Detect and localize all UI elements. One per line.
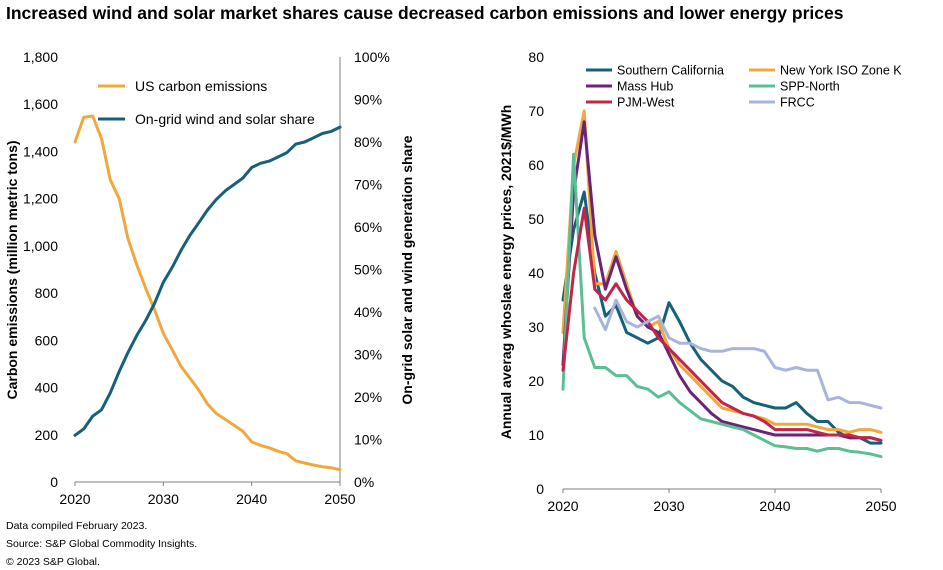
left-y2-tick-label: 60%: [354, 219, 382, 235]
left-y-tick-label: 200: [35, 427, 59, 443]
left-y-tick-label: 1,600: [23, 96, 58, 112]
series-line-new-york-iso-zone-k: [561, 109, 883, 434]
right-y-tick-label: 70: [528, 103, 544, 119]
left-y2-tick-label: 0%: [354, 474, 374, 490]
series-line-southern-california: [561, 190, 883, 445]
left-y-tick-label: 600: [35, 332, 59, 348]
left-y-tick-label: 1,400: [23, 143, 58, 159]
series-line-spp-north: [561, 152, 883, 459]
right-y-tick-label: 50: [528, 211, 544, 227]
legend-label-southern-california: Southern California: [617, 64, 724, 78]
left-x-tick-label: 2030: [148, 491, 179, 507]
left-y2-tick-label: 80%: [354, 134, 382, 150]
right-y-tick-label: 80: [528, 49, 544, 65]
left-y2-axis-title: On-grid solar and wind generation share: [399, 135, 415, 404]
left-y-tick-label: 1,200: [23, 191, 58, 207]
footer-line-1: Data compiled February 2023.: [6, 520, 148, 532]
left-y-tick-label: 400: [35, 380, 59, 396]
left-y2-tick-label: 90%: [354, 92, 382, 108]
series-line-pjm-west: [561, 206, 883, 442]
legend-label-new-york-iso-zone-k: New York ISO Zone K: [780, 64, 902, 78]
left-y2-tick-label: 30%: [354, 347, 382, 363]
right-y-tick-label: 30: [528, 319, 544, 335]
right-y-tick-label: 40: [528, 265, 544, 281]
left-y2-tick-label: 10%: [354, 432, 382, 448]
left-y-tick-label: 0: [50, 474, 58, 490]
left-y-axis-title: Carbon emissions (million metric tons): [4, 140, 20, 399]
right-y-tick-label: 10: [528, 427, 544, 443]
series-line-frcc: [593, 298, 883, 410]
legend-label-pjm-west: PJM-West: [617, 96, 675, 110]
right-y-tick-label: 0: [536, 481, 544, 497]
series-line-mass-hub: [561, 120, 883, 442]
legend-label-mass-hub: Mass Hub: [617, 80, 673, 94]
legend-label-spp-north: SPP-North: [780, 80, 840, 94]
right-x-tick-label: 2040: [759, 498, 790, 514]
left-y2-tick-label: 100%: [354, 49, 390, 65]
right-x-tick-label: 2020: [547, 498, 578, 514]
series-line-on-grid-wind-and-solar-share: [73, 125, 342, 437]
series-line-us-carbon-emissions: [73, 114, 342, 472]
right-y-tick-label: 20: [528, 373, 544, 389]
left-x-tick-label: 2050: [324, 491, 355, 507]
left-y2-tick-label: 50%: [354, 262, 382, 278]
right-y-axis-title: Annual averag whoslae energy prices, 202…: [498, 105, 514, 440]
left-y2-tick-label: 40%: [354, 304, 382, 320]
page-title: Increased wind and solar market shares c…: [6, 3, 844, 23]
footer-line-3: © 2023 S&P Global.: [6, 556, 100, 568]
left-y-tick-label: 1,800: [23, 49, 58, 65]
right-y-tick-label: 60: [528, 157, 544, 173]
left-y2-tick-label: 70%: [354, 177, 382, 193]
left-y2-tick-label: 20%: [354, 389, 382, 405]
left-x-tick-label: 2040: [236, 491, 267, 507]
left-y-tick-label: 1,000: [23, 238, 58, 254]
legend-label-frcc: FRCC: [780, 96, 815, 110]
legend-label-us-carbon-emissions: US carbon emissions: [135, 78, 267, 94]
legend-label-on-grid-wind-and-solar-share: On-grid wind and solar share: [135, 111, 315, 127]
left-x-tick-label: 2020: [59, 491, 90, 507]
right-x-tick-label: 2030: [653, 498, 684, 514]
right-x-tick-label: 2050: [865, 498, 896, 514]
footer-line-2: Source: S&P Global Commodity Insights.: [6, 538, 198, 550]
left-y-tick-label: 800: [35, 285, 59, 301]
